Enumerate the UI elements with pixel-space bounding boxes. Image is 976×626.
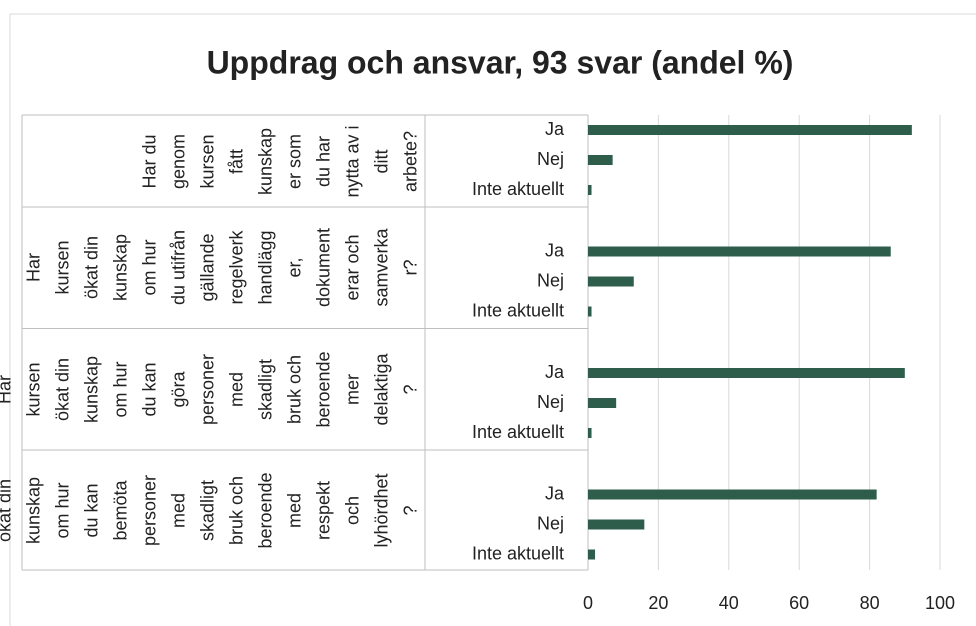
x-tick-label: 60 xyxy=(789,593,809,613)
group-label: Har du genom kursen fått kunskaper som d… xyxy=(139,124,420,198)
y-tick-label: Ja xyxy=(545,483,565,503)
x-tick-label: 20 xyxy=(648,593,668,613)
bar xyxy=(588,428,592,438)
x-tick-label: 40 xyxy=(719,593,739,613)
y-tick-label: Nej xyxy=(537,270,564,290)
y-tick-label: Inte aktuellt xyxy=(472,543,564,563)
y-tick-label: Inte aktuellt xyxy=(472,422,564,442)
group-label: Har kursen ökat din kunskap om hur du ka… xyxy=(0,471,420,549)
y-tick-label: Ja xyxy=(545,362,565,382)
group-label: Har kursen ökat din kunskap om hur du ut… xyxy=(23,228,420,308)
bar xyxy=(588,368,905,378)
y-tick-label: Nej xyxy=(537,392,564,412)
y-tick-label: Ja xyxy=(545,240,565,260)
bar xyxy=(588,519,645,530)
y-tick-label: Ja xyxy=(545,119,565,139)
bar xyxy=(588,155,613,165)
group-label: Har kursen ökat din kunskap om hur du ka… xyxy=(0,351,420,428)
y-tick-label: Nej xyxy=(537,513,564,533)
bar xyxy=(588,125,912,135)
bar xyxy=(588,306,592,317)
y-tick-label: Inte aktuellt xyxy=(472,179,564,199)
bar xyxy=(588,549,596,560)
bar xyxy=(588,276,634,287)
chart-title: Uppdrag och ansvar, 93 svar (andel %) xyxy=(207,44,794,80)
x-tick-label: 80 xyxy=(860,593,880,613)
bar xyxy=(588,398,617,408)
x-tick-label: 100 xyxy=(925,593,955,613)
chart-border xyxy=(9,13,976,626)
y-tick-label: Inte aktuellt xyxy=(472,300,564,320)
bar xyxy=(588,489,877,500)
bar xyxy=(588,246,891,257)
bar xyxy=(588,185,592,195)
x-tick-label: 0 xyxy=(583,593,593,613)
y-tick-label: Nej xyxy=(537,149,564,169)
